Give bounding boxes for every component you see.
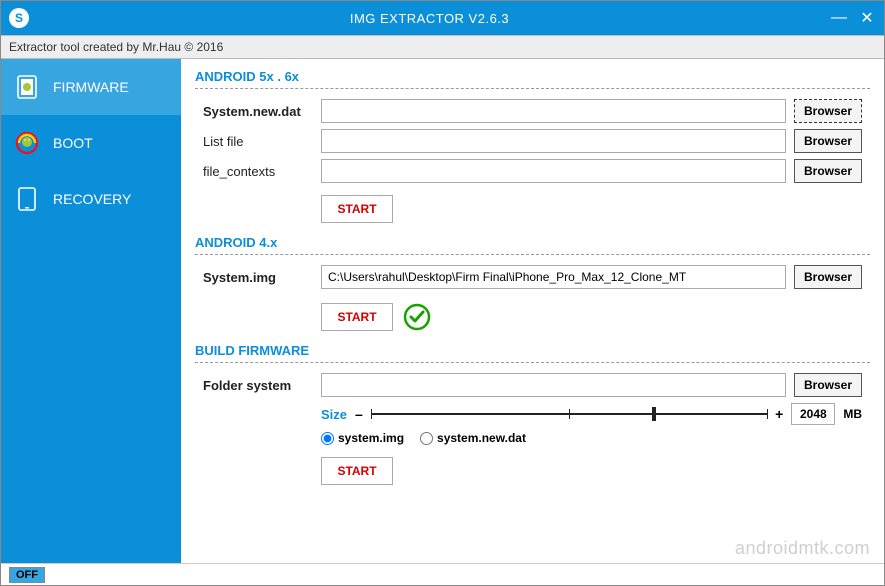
size-unit: MB [843,407,862,421]
field-label: System.img [203,270,313,285]
browse-button-system-new-dat[interactable]: Browser [794,99,862,123]
size-increase-button[interactable]: + [775,406,783,422]
recovery-icon [15,187,39,211]
firmware-icon [15,75,39,99]
sidebar: FIRMWARE BOOT RECOVERY [1,59,181,563]
radio-system-new-dat[interactable]: system.new.dat [420,431,526,445]
section-title-android4: ANDROID 4.x [195,231,870,255]
field-system-new-dat: System.new.dat Browser [203,99,862,123]
minimize-button[interactable]: — [830,9,848,27]
statusbar: OFF [1,563,884,585]
size-input[interactable] [791,403,835,425]
content-panel: ANDROID 5x . 6x System.new.dat Browser L… [181,59,884,563]
window-title: IMG EXTRACTOR V2.6.3 [29,11,830,26]
sidebar-item-firmware[interactable]: FIRMWARE [1,59,181,115]
success-check-icon [403,303,431,331]
field-label: List file [203,134,313,149]
size-slider[interactable] [371,413,767,415]
input-folder-system[interactable] [321,373,786,397]
input-system-new-dat[interactable] [321,99,786,123]
size-label: Size [321,407,347,422]
app-icon: S [9,8,29,28]
browse-button-list-file[interactable]: Browser [794,129,862,153]
field-list-file: List file Browser [203,129,862,153]
close-button[interactable]: ✕ [858,9,876,27]
titlebar: S IMG EXTRACTOR V2.6.3 — ✕ [1,1,884,35]
field-label: System.new.dat [203,104,313,119]
start-button-android4[interactable]: START [321,303,393,331]
window-controls: — ✕ [830,9,884,27]
input-file-contexts[interactable] [321,159,786,183]
section-title-android56: ANDROID 5x . 6x [195,65,870,89]
sidebar-item-label: BOOT [53,135,93,151]
field-system-img: System.img Browser [203,265,862,289]
start-button-build[interactable]: START [321,457,393,485]
browse-button-system-img[interactable]: Browser [794,265,862,289]
field-folder-system: Folder system Browser [203,373,862,397]
section-title-build: BUILD FIRMWARE [195,339,870,363]
browse-button-file-contexts[interactable]: Browser [794,159,862,183]
size-control: Size – + MB [321,403,862,425]
input-system-img[interactable] [321,265,786,289]
browse-button-folder-system[interactable]: Browser [794,373,862,397]
sidebar-item-boot[interactable]: BOOT [1,115,181,171]
field-label: file_contexts [203,164,313,179]
sidebar-item-label: FIRMWARE [53,79,129,95]
off-toggle[interactable]: OFF [9,567,45,583]
radio-system-img[interactable]: system.img [321,431,404,445]
radio-system-new-dat-input[interactable] [420,432,433,445]
boot-icon [15,131,39,155]
output-type-group: system.img system.new.dat [321,431,862,445]
input-list-file[interactable] [321,129,786,153]
sidebar-item-recovery[interactable]: RECOVERY [1,171,181,227]
radio-system-img-input[interactable] [321,432,334,445]
field-file-contexts: file_contexts Browser [203,159,862,183]
field-label: Folder system [203,378,313,393]
sidebar-item-label: RECOVERY [53,191,131,207]
size-decrease-button[interactable]: – [355,406,363,422]
info-bar: Extractor tool created by Mr.Hau © 2016 [1,35,884,59]
start-button-android56[interactable]: START [321,195,393,223]
